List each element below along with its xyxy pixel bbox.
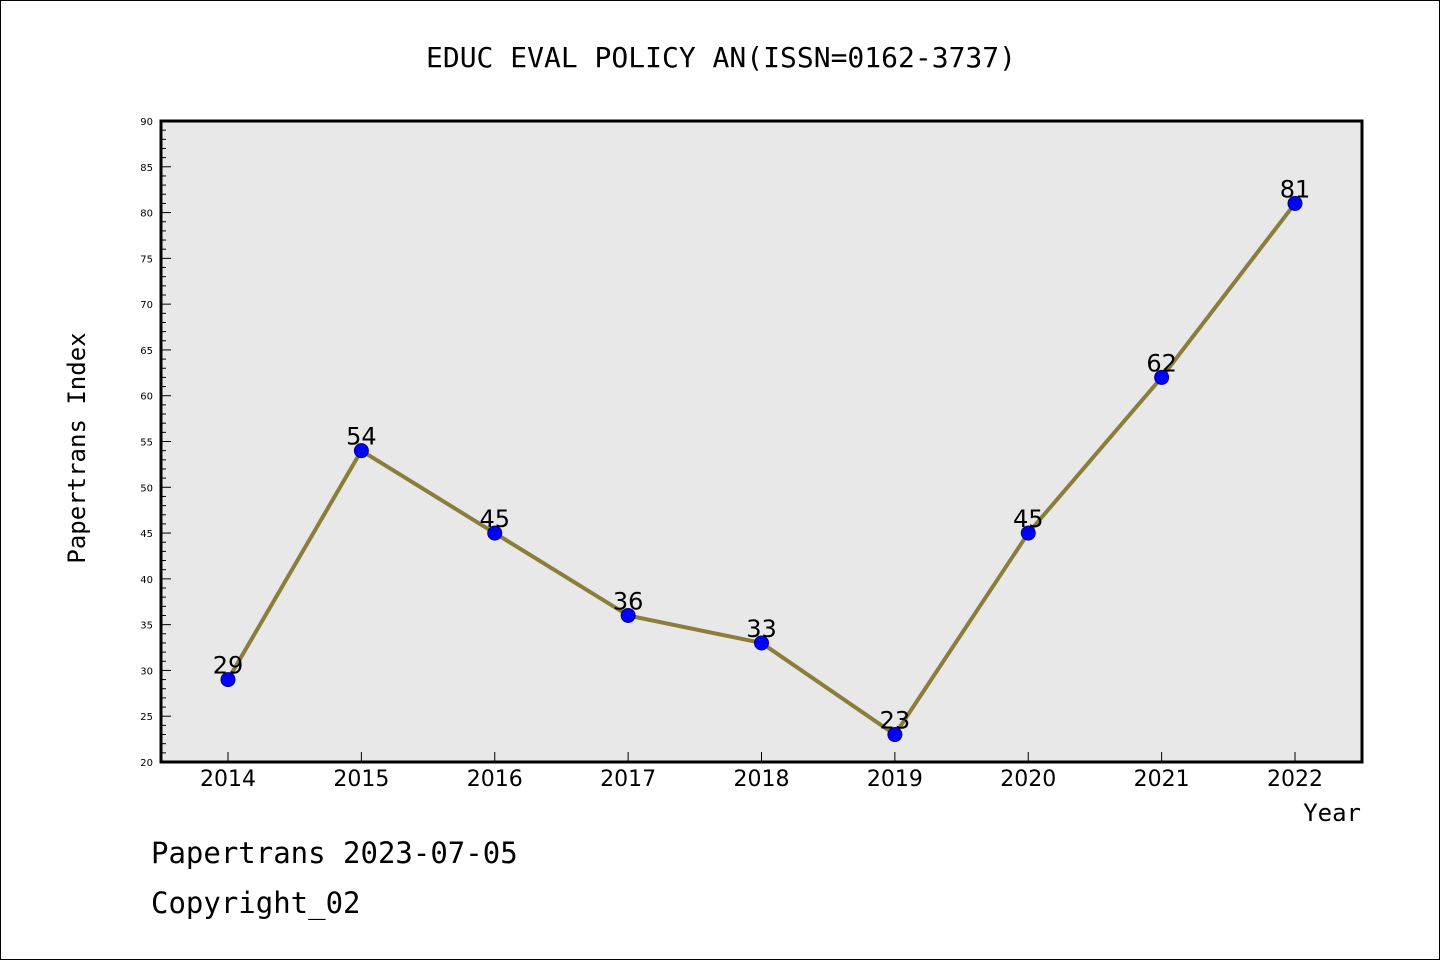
data-label: 62 — [1146, 349, 1177, 377]
y-tick-label: 85 — [140, 163, 153, 174]
data-point — [487, 525, 503, 541]
x-tick-label: 2022 — [1267, 767, 1323, 792]
data-label: 54 — [346, 423, 377, 451]
x-axis: 2014 2015 2016 2017 2018 2019 2020 2021 2022 — [200, 752, 1323, 792]
data-point — [220, 672, 236, 688]
x-tick-label: 2014 — [200, 767, 256, 792]
plot-area — [159, 119, 1364, 764]
data-point — [1287, 195, 1303, 211]
footer-source: Papertrans 2023-07-05 — [151, 836, 518, 870]
data-point — [887, 727, 903, 743]
data-label: 33 — [746, 615, 777, 643]
y-tick-label: 35 — [140, 621, 153, 632]
data-label: 23 — [880, 707, 911, 735]
data-label: 36 — [613, 587, 644, 615]
data-point — [1154, 369, 1170, 385]
data-label: 81 — [1280, 175, 1311, 203]
y-tick-label: 55 — [140, 438, 153, 449]
data-label: 45 — [479, 505, 510, 533]
y-tick-label: 40 — [140, 575, 153, 586]
x-tick-label: 2018 — [734, 767, 790, 792]
chart-title: EDUC EVAL POLICY AN(ISSN=0162-3737) — [426, 41, 1016, 74]
data-label: 45 — [1013, 505, 1044, 533]
x-tick-label: 2019 — [867, 767, 923, 792]
data-point — [1020, 525, 1036, 541]
y-tick-label: 60 — [140, 392, 153, 403]
y-tick-label: 45 — [140, 529, 153, 540]
y-axis: 20 25 30 35 40 45 50 55 60 65 70 75 80 85 90 — [140, 117, 171, 769]
y-tick-label: 30 — [140, 666, 153, 677]
x-tick-label: 2016 — [467, 767, 523, 792]
x-tick-label: 2017 — [600, 767, 656, 792]
x-tick-label: 2021 — [1134, 767, 1190, 792]
footer-copyright: Copyright_02 — [151, 886, 361, 920]
data-point — [620, 607, 636, 623]
data-point — [353, 443, 369, 459]
data-label: 29 — [213, 652, 244, 680]
y-tick-label: 70 — [140, 300, 153, 311]
x-axis-label: Year — [1303, 799, 1361, 827]
y-tick-label: 90 — [140, 117, 153, 128]
x-tick-label: 2015 — [333, 767, 389, 792]
data-labels: 29 54 45 36 33 23 45 62 81 — [213, 175, 1311, 734]
y-tick-label: 75 — [140, 254, 153, 265]
y-tick-label: 80 — [140, 209, 153, 220]
data-point — [754, 635, 769, 651]
y-tick-label: 20 — [140, 758, 153, 769]
y-axis-label: Papertrans Index — [63, 332, 91, 563]
data-markers — [220, 195, 1303, 743]
y-tick-label: 50 — [140, 483, 153, 494]
y-tick-label: 65 — [140, 346, 153, 357]
x-tick-label: 2020 — [1000, 767, 1056, 792]
y-tick-label: 25 — [140, 712, 153, 723]
